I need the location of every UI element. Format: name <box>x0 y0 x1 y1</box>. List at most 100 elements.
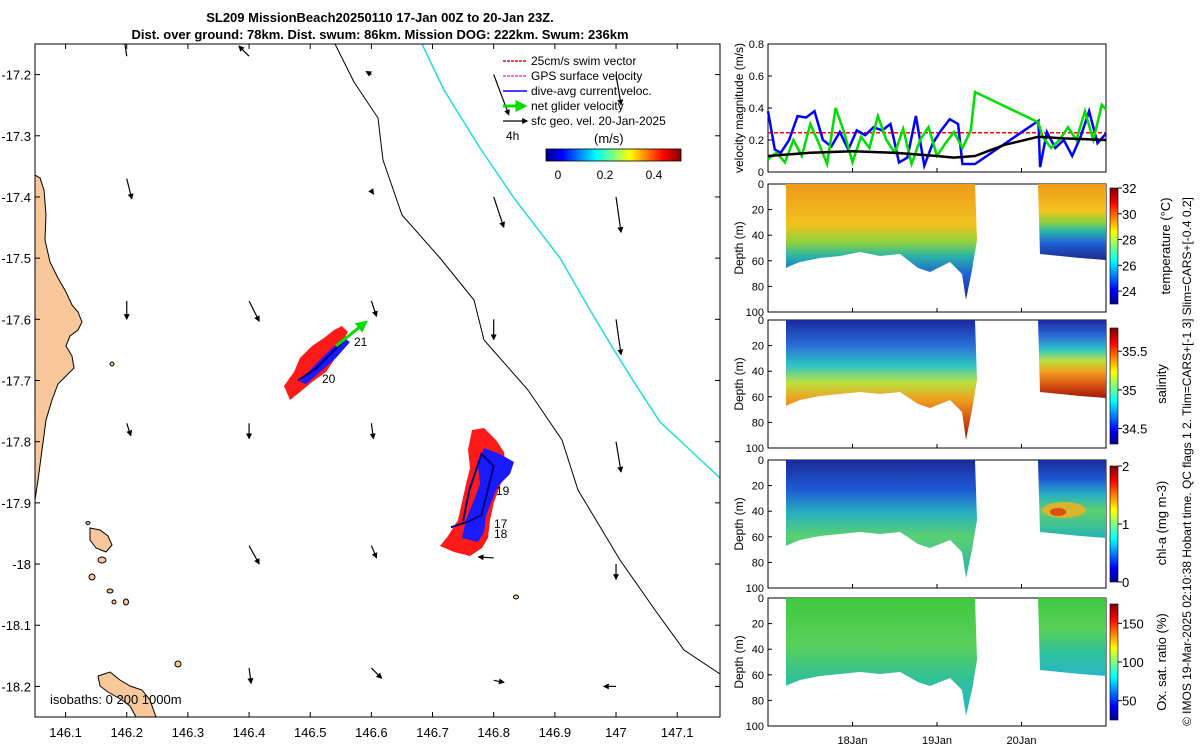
geo-velocity-arrow <box>124 44 128 57</box>
map-xtick-label: 146.1 <box>49 725 82 740</box>
depth-tick-label: 20 <box>752 341 764 353</box>
legend-net-velocity: net glider velocity <box>531 99 624 113</box>
geo-velocity-arrow <box>126 178 134 200</box>
day-label-21: 21 <box>354 335 368 349</box>
map-x-axis: 146.1 146.2 146.3 146.4 146.5 146.6 146.7 146.8… <box>49 44 693 740</box>
colorbar-label: (m/s) <box>594 131 624 146</box>
velocity-ytick-label: 0.8 <box>749 39 764 51</box>
depth-axis-label: Depth (m) <box>732 357 746 410</box>
map-legend: 25cm/s swim vector GPS surface velocity … <box>503 54 666 143</box>
velocity-series-sfc-geo-vel- <box>767 135 1107 159</box>
chla-max-patch <box>1042 502 1086 518</box>
isobath-200m <box>334 44 720 675</box>
cbar-tick-label: 0 <box>1122 575 1129 590</box>
cbar-tick-label: 150 <box>1122 616 1144 631</box>
salinity-panel: 0 20 40 60 80 100 Depth (m) <box>732 315 1107 455</box>
map-xtick-label: 146.4 <box>233 725 266 740</box>
depth-tick-label: 80 <box>752 417 764 429</box>
chla-panel: 0 20 40 60 80 100 Depth (m) <box>732 455 1107 595</box>
map-ytick-label: -17.5 <box>1 251 31 266</box>
legend-dive-avg: dive-avg current veloc. <box>531 84 652 98</box>
depth-tick-label: 20 <box>752 205 764 217</box>
depth-axis-label: Depth (m) <box>732 221 746 274</box>
speed-colorbar: (m/s) 0 0.2 0.4 <box>545 131 682 182</box>
time-tick-label: 18Jan <box>838 735 868 747</box>
cbar-tick-label: 100 <box>1122 655 1144 670</box>
figure-title-line2: Dist. over ground: 78km. Dist. swum: 86k… <box>131 27 629 42</box>
colorbar-tick-0.4: 0.4 <box>646 168 663 182</box>
cbar-tick-label: 24 <box>1122 284 1136 299</box>
temperature-panel: 0 20 40 60 80 100 Depth (m) <box>732 179 1107 319</box>
colorbar-tick-0.2: 0.2 <box>597 168 614 182</box>
glider-track-south <box>450 452 495 529</box>
cbar-tick-label: 35 <box>1122 383 1136 398</box>
geo-velocity-arrow <box>369 423 376 440</box>
geo-velocity-arrow <box>247 667 254 685</box>
geo-velocity-arrow <box>370 667 383 679</box>
figure-title-line1: SL209 MissionBeach20250110 17-Jan 00Z to… <box>206 10 554 25</box>
map-ytick-label: -18 <box>12 557 31 572</box>
time-tick-label: 19Jan <box>922 735 952 747</box>
map-ytick-label: -18.2 <box>1 679 31 694</box>
legend-swim-vector: 25cm/s swim vector <box>531 54 636 68</box>
oxygen-panel: 0 20 40 60 80 100 Depth (m) <box>732 593 1107 733</box>
island-south <box>97 671 157 717</box>
depth-axis-label: Depth (m) <box>732 497 746 550</box>
depth-tick-label: 40 <box>752 644 764 656</box>
temperature-cbar-label: temperature (°C) <box>1158 198 1173 295</box>
isobath-note: isobaths: 0 200 1000m <box>50 692 182 707</box>
depth-tick-label: 100 <box>746 721 764 733</box>
velocity-ytick-label: 0.4 <box>749 103 764 115</box>
legend-gps-velocity: GPS surface velocity <box>531 69 642 83</box>
small-islands <box>85 361 519 668</box>
velocity-ylabel: velocity magnitude (m/s) <box>732 43 746 173</box>
depth-tick-label: 100 <box>746 443 764 455</box>
depth-tick-label: 80 <box>752 281 764 293</box>
map-ytick-label: -17.8 <box>1 435 31 450</box>
geo-velocity-arrow <box>248 300 260 323</box>
depth-tick-label: 0 <box>758 315 764 327</box>
geo-velocity-arrow <box>370 545 378 559</box>
geo-velocity-arrow <box>615 196 624 234</box>
geo-velocity-arrow <box>615 441 624 473</box>
velocity-ytick-label: 0.6 <box>749 71 764 83</box>
map-xtick-label: 146.8 <box>477 725 510 740</box>
cbar-tick-label: 28 <box>1122 233 1136 248</box>
geo-velocity-arrow <box>615 74 624 106</box>
geo-velocity-arrow <box>368 188 375 195</box>
geo-velocity-arrow <box>248 545 260 565</box>
oxygen-axes: 0 20 40 60 80 100 Depth (m) <box>732 593 772 733</box>
geo-velocity-arrow <box>365 70 373 77</box>
geo-velocity-arrow <box>493 678 505 685</box>
net-velocity-arrow-map <box>335 320 368 348</box>
depth-tick-label: 20 <box>752 619 764 631</box>
depth-tick-label: 60 <box>752 256 764 268</box>
temperature-axes: 0 20 40 60 80 100 Depth (m) <box>732 179 772 319</box>
velocity-y-axis: 0 0.2 0.4 0.6 0.8 <box>749 39 772 179</box>
geo-velocity-arrow <box>477 554 494 561</box>
velocity-series <box>766 90 1107 171</box>
map-xtick-label: 146.6 <box>355 725 388 740</box>
depth-tick-label: 60 <box>752 670 764 682</box>
cbar-tick-label: 50 <box>1122 694 1136 709</box>
geo-velocity-arrow <box>493 74 510 116</box>
map-xtick-label: 146.7 <box>416 725 449 740</box>
map-xtick-label: 146.5 <box>294 725 327 740</box>
salinity-axes: 0 20 40 60 80 100 Depth (m) <box>732 315 772 455</box>
legend-sfc-geo: sfc geo. vel. 20-Jan-2025 <box>531 114 666 128</box>
day-label-19: 19 <box>496 484 510 498</box>
heatmap-colorbar-ticks: 24 26 28 30 32 34.5 35 35.5 0 1 2 50 100 150 <box>1118 181 1147 709</box>
velocity-ytick-label: 0 <box>758 167 764 179</box>
swim-vector-cloud-north <box>284 326 348 400</box>
day-label-18: 18 <box>494 527 508 541</box>
depth-tick-label: 0 <box>758 455 764 467</box>
map-xtick-label: 147.1 <box>661 725 694 740</box>
geo-velocity-arrow <box>370 300 378 318</box>
depth-tick-label: 60 <box>752 392 764 404</box>
time-axis: 18Jan 19Jan 20Jan <box>838 168 1036 747</box>
depth-tick-label: 80 <box>752 695 764 707</box>
depth-tick-label: 0 <box>758 179 764 191</box>
depth-tick-label: 40 <box>752 506 764 518</box>
depth-tick-label: 100 <box>746 307 764 319</box>
